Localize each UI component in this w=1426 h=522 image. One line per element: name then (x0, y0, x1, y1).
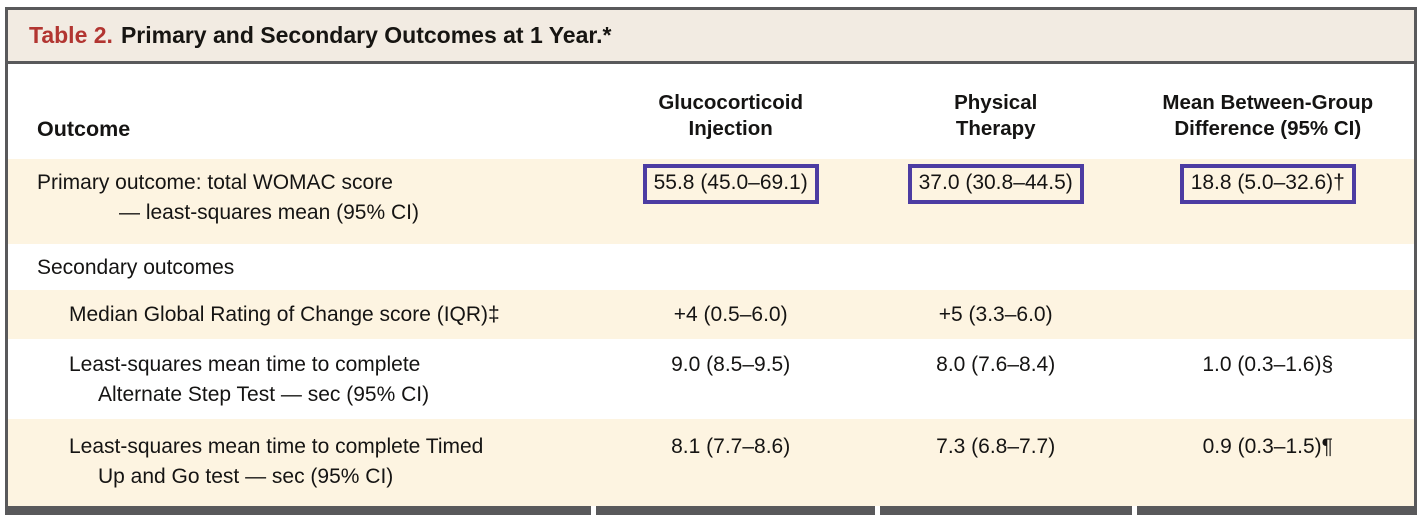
bottom-rule-segment (1136, 506, 1414, 515)
cell-glucocorticoid-value (591, 244, 869, 290)
row-label-line1: Median Global Rating of Change score (IQ… (69, 303, 500, 326)
column-header-text: Outcome (37, 117, 131, 141)
cell-glucocorticoid-value: +4 (0.5–6.0) (591, 290, 870, 339)
outcomes-table-figure: Table 2. Primary and Secondary Outcomes a… (5, 7, 1417, 515)
row-label-line2: — least-squares mean (95% CI) (119, 201, 419, 224)
row-label: Primary outcome: total WOMAC score — lea… (8, 159, 592, 244)
bottom-rule-segment (596, 506, 875, 515)
cell-difference-value: 0.9 (0.3–1.5)¶ (1121, 419, 1414, 506)
column-header-between-group-difference: Mean Between-Group Difference (95% CI) (1122, 64, 1414, 159)
cell-physical-therapy-value (870, 244, 1122, 290)
row-label-line1: Least-squares mean time to complete Time… (69, 435, 484, 458)
bottom-rule-segment (879, 506, 1132, 515)
table-row-global-rating-of-change: Median Global Rating of Change score (IQ… (8, 290, 1414, 339)
table-row-primary-outcome: Primary outcome: total WOMAC score — lea… (8, 159, 1414, 244)
cell-physical-therapy-value: 37.0 (30.8–44.5) (869, 159, 1122, 244)
table-bottom-rule (8, 506, 1414, 515)
table-row-alternate-step-test: Least-squares mean time to complete Alte… (8, 339, 1414, 419)
column-header-physical-therapy: Physical Therapy (870, 64, 1122, 159)
cell-difference-value (1122, 244, 1414, 290)
table-row-timed-up-and-go: Least-squares mean time to complete Time… (8, 419, 1414, 506)
column-header-text: Mean Between-Group (1162, 91, 1374, 114)
cell-glucocorticoid-value: 55.8 (45.0–69.1) (591, 159, 870, 244)
row-label-line1: Primary outcome: total WOMAC score (37, 171, 393, 194)
cell-glucocorticoid-value: 8.1 (7.7–8.6) (591, 419, 870, 506)
row-label: Least-squares mean time to complete Time… (8, 419, 592, 506)
row-label-line2: Alternate Step Test — sec (95% CI) (98, 383, 430, 406)
row-label-line1: Least-squares mean time to complete (69, 353, 421, 376)
cell-difference-value: 18.8 (5.0–32.6)† (1121, 159, 1414, 244)
row-label-line1: Secondary outcomes (37, 256, 235, 279)
column-header-glucocorticoid-injection: Glucocorticoid Injection (591, 64, 869, 159)
table-header-row: Outcome Glucocorticoid Injection Physica… (8, 64, 1414, 159)
table-row-secondary-outcomes-heading: Secondary outcomes (8, 244, 1414, 290)
highlight-box: 55.8 (45.0–69.1) (642, 164, 819, 204)
column-header-text: Injection (688, 117, 773, 140)
table-title-bar: Table 2. Primary and Secondary Outcomes a… (8, 10, 1414, 64)
cell-physical-therapy-value: 7.3 (6.8–7.7) (869, 419, 1122, 506)
cell-difference-value (1121, 290, 1414, 339)
table-title-text: Primary and Secondary Outcomes at 1 Year… (120, 22, 612, 48)
highlight-box: 37.0 (30.8–44.5) (907, 164, 1084, 204)
table-number-label: Table 2. (29, 22, 113, 48)
bottom-rule-segment (8, 506, 592, 515)
cell-glucocorticoid-value: 9.0 (8.5–9.5) (671, 353, 791, 376)
outcomes-table: Outcome Glucocorticoid Injection Physica… (8, 64, 1414, 506)
row-label: Secondary outcomes (8, 244, 591, 290)
row-label: Least-squares mean time to complete Alte… (8, 339, 591, 419)
cell-physical-therapy-value: +5 (3.3–6.0) (869, 290, 1122, 339)
cell-difference-value: 1.0 (0.3–1.6)§ (1202, 353, 1334, 376)
highlight-box: 18.8 (5.0–32.6)† (1179, 164, 1356, 204)
cell-physical-therapy-value: 8.0 (7.6–8.4) (936, 353, 1056, 376)
column-header-text: Glucocorticoid (658, 91, 803, 114)
column-header-text: Physical (954, 91, 1038, 114)
column-header-text: Difference (95% CI) (1174, 117, 1362, 140)
row-label: Median Global Rating of Change score (IQ… (8, 290, 592, 339)
row-label-line2: Up and Go test — sec (95% CI) (98, 465, 394, 488)
column-header-text: Therapy (955, 117, 1036, 140)
column-header-outcome: Outcome (8, 64, 591, 159)
